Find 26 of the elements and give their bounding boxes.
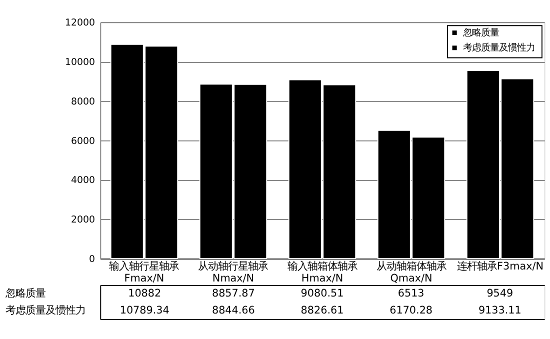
data-label: 9080.51 — [300, 287, 344, 300]
text: 忽略质量 — [6, 287, 46, 300]
x-tick-label: 从动轴箱体轴承 Qmax/N — [376, 260, 446, 285]
y-tick-label: 2000 — [70, 214, 95, 226]
x-tick-label: 连杆轴承F3max/N — [457, 260, 544, 272]
x-tick-label: 输入轴箱体轴承 Hmax/N — [287, 260, 358, 285]
y-tick-label: 4000 — [70, 175, 95, 186]
data-label: 8844.66 — [212, 304, 255, 316]
data-label: 10882 — [128, 287, 162, 300]
data-label: 8857.87 — [212, 287, 255, 300]
data-label: 9133.11 — [478, 304, 522, 316]
legend-label: 忽略质量 — [462, 28, 500, 39]
y-tick-label: 0 — [88, 254, 95, 265]
x-tick-label: 从动轴行星轴承 Nmax/N — [198, 260, 268, 285]
data-label: 9549 — [486, 287, 514, 300]
data-label: 6170.28 — [390, 304, 433, 316]
data-label: 8826.61 — [300, 304, 344, 316]
text: 考虑质量及惯性力 — [6, 304, 86, 316]
y-tick-label: 12000 — [64, 18, 95, 29]
data-label: 6513 — [398, 287, 424, 300]
legend-label: 考虑质量及惯性力 — [463, 42, 536, 54]
y-tick-label: 10000 — [64, 57, 95, 68]
y-tick-label: 8000 — [70, 96, 95, 108]
y-tick-label: 6000 — [70, 136, 95, 147]
data-label: 10789.34 — [120, 304, 170, 316]
x-tick-label: 输入轴行星轴承 Fmax/N — [109, 260, 180, 285]
